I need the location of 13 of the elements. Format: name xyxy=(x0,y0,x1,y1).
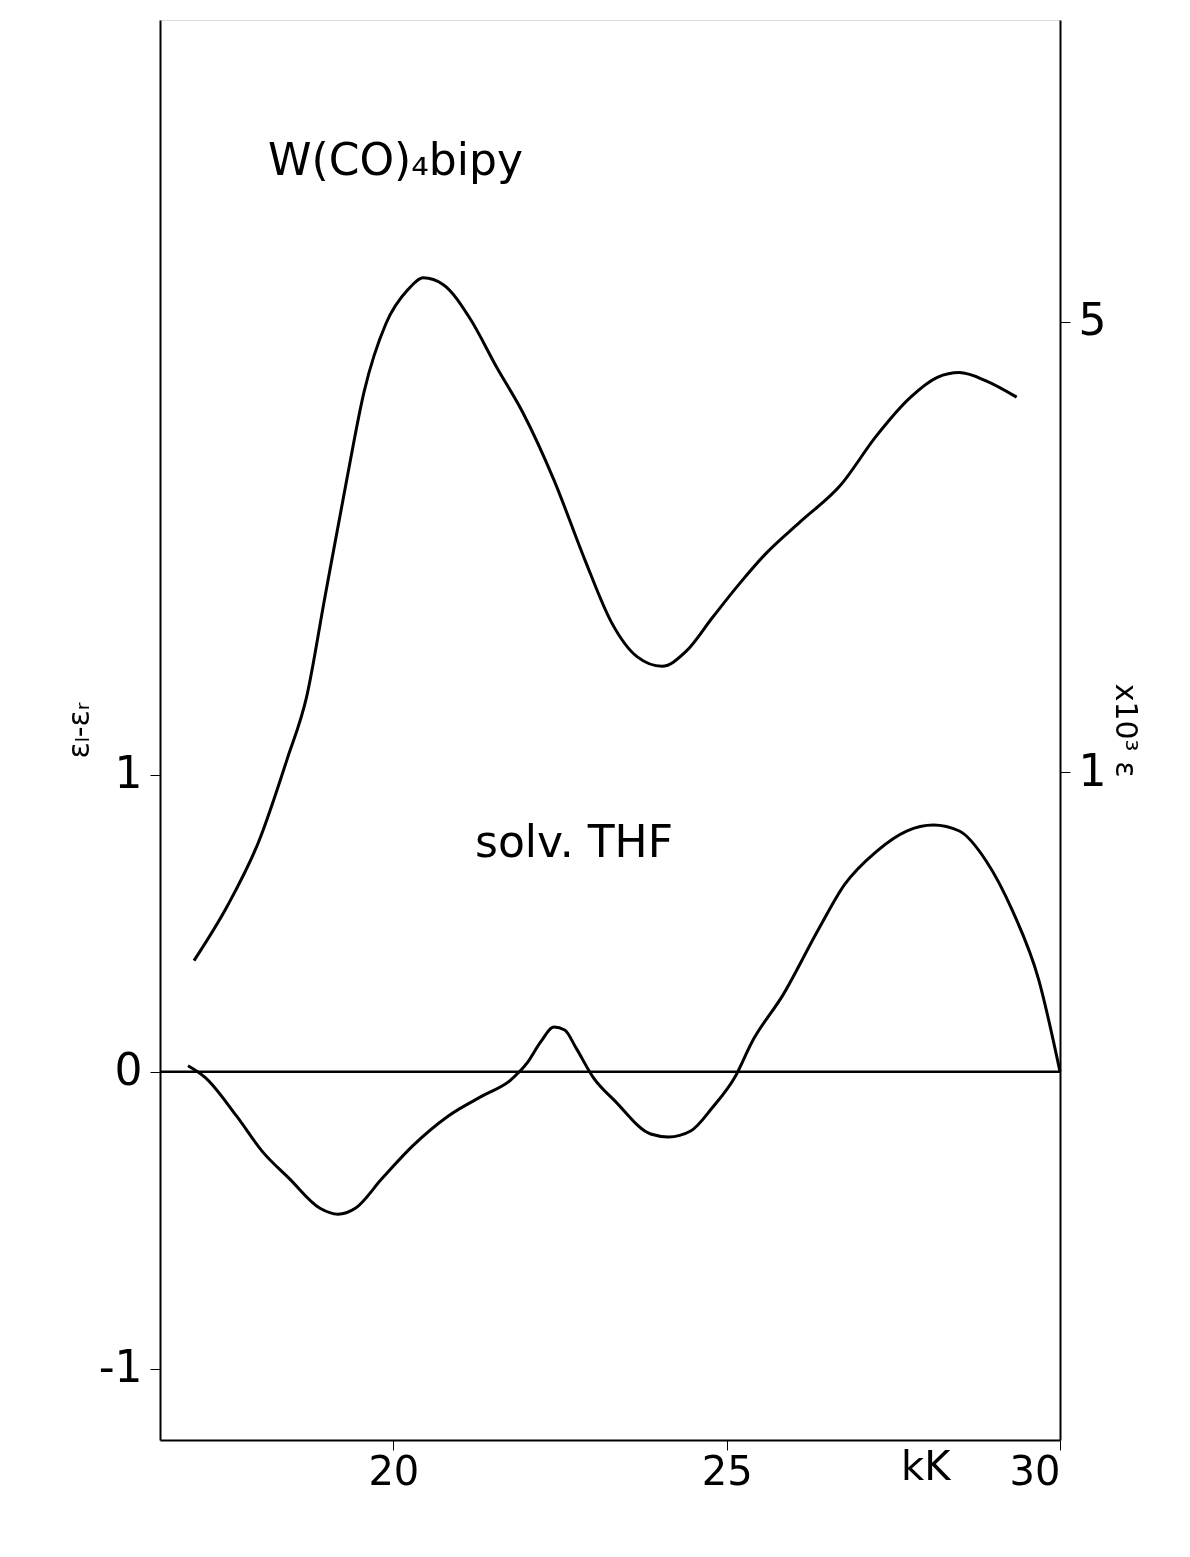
y-axis-title: εₗ-εᵣ xyxy=(60,702,96,759)
y-tick-label: 0 xyxy=(114,1044,143,1096)
annotation: solv. THF xyxy=(475,815,673,867)
y2-axis-title: x10³ ε xyxy=(1109,683,1145,778)
y-tick-label: 1 xyxy=(114,747,143,799)
annotation: W(CO)₄bipy xyxy=(268,134,523,185)
x-axis-title: kK xyxy=(901,1442,953,1489)
x-tick-label: 20 xyxy=(368,1447,420,1494)
y2-tick-label: 5 xyxy=(1078,294,1107,346)
y2-tick-label: 1 xyxy=(1078,744,1107,796)
y-tick-label: -1 xyxy=(98,1341,143,1393)
x-tick-label: 25 xyxy=(701,1447,753,1494)
x-tick-label: 30 xyxy=(1009,1447,1061,1494)
